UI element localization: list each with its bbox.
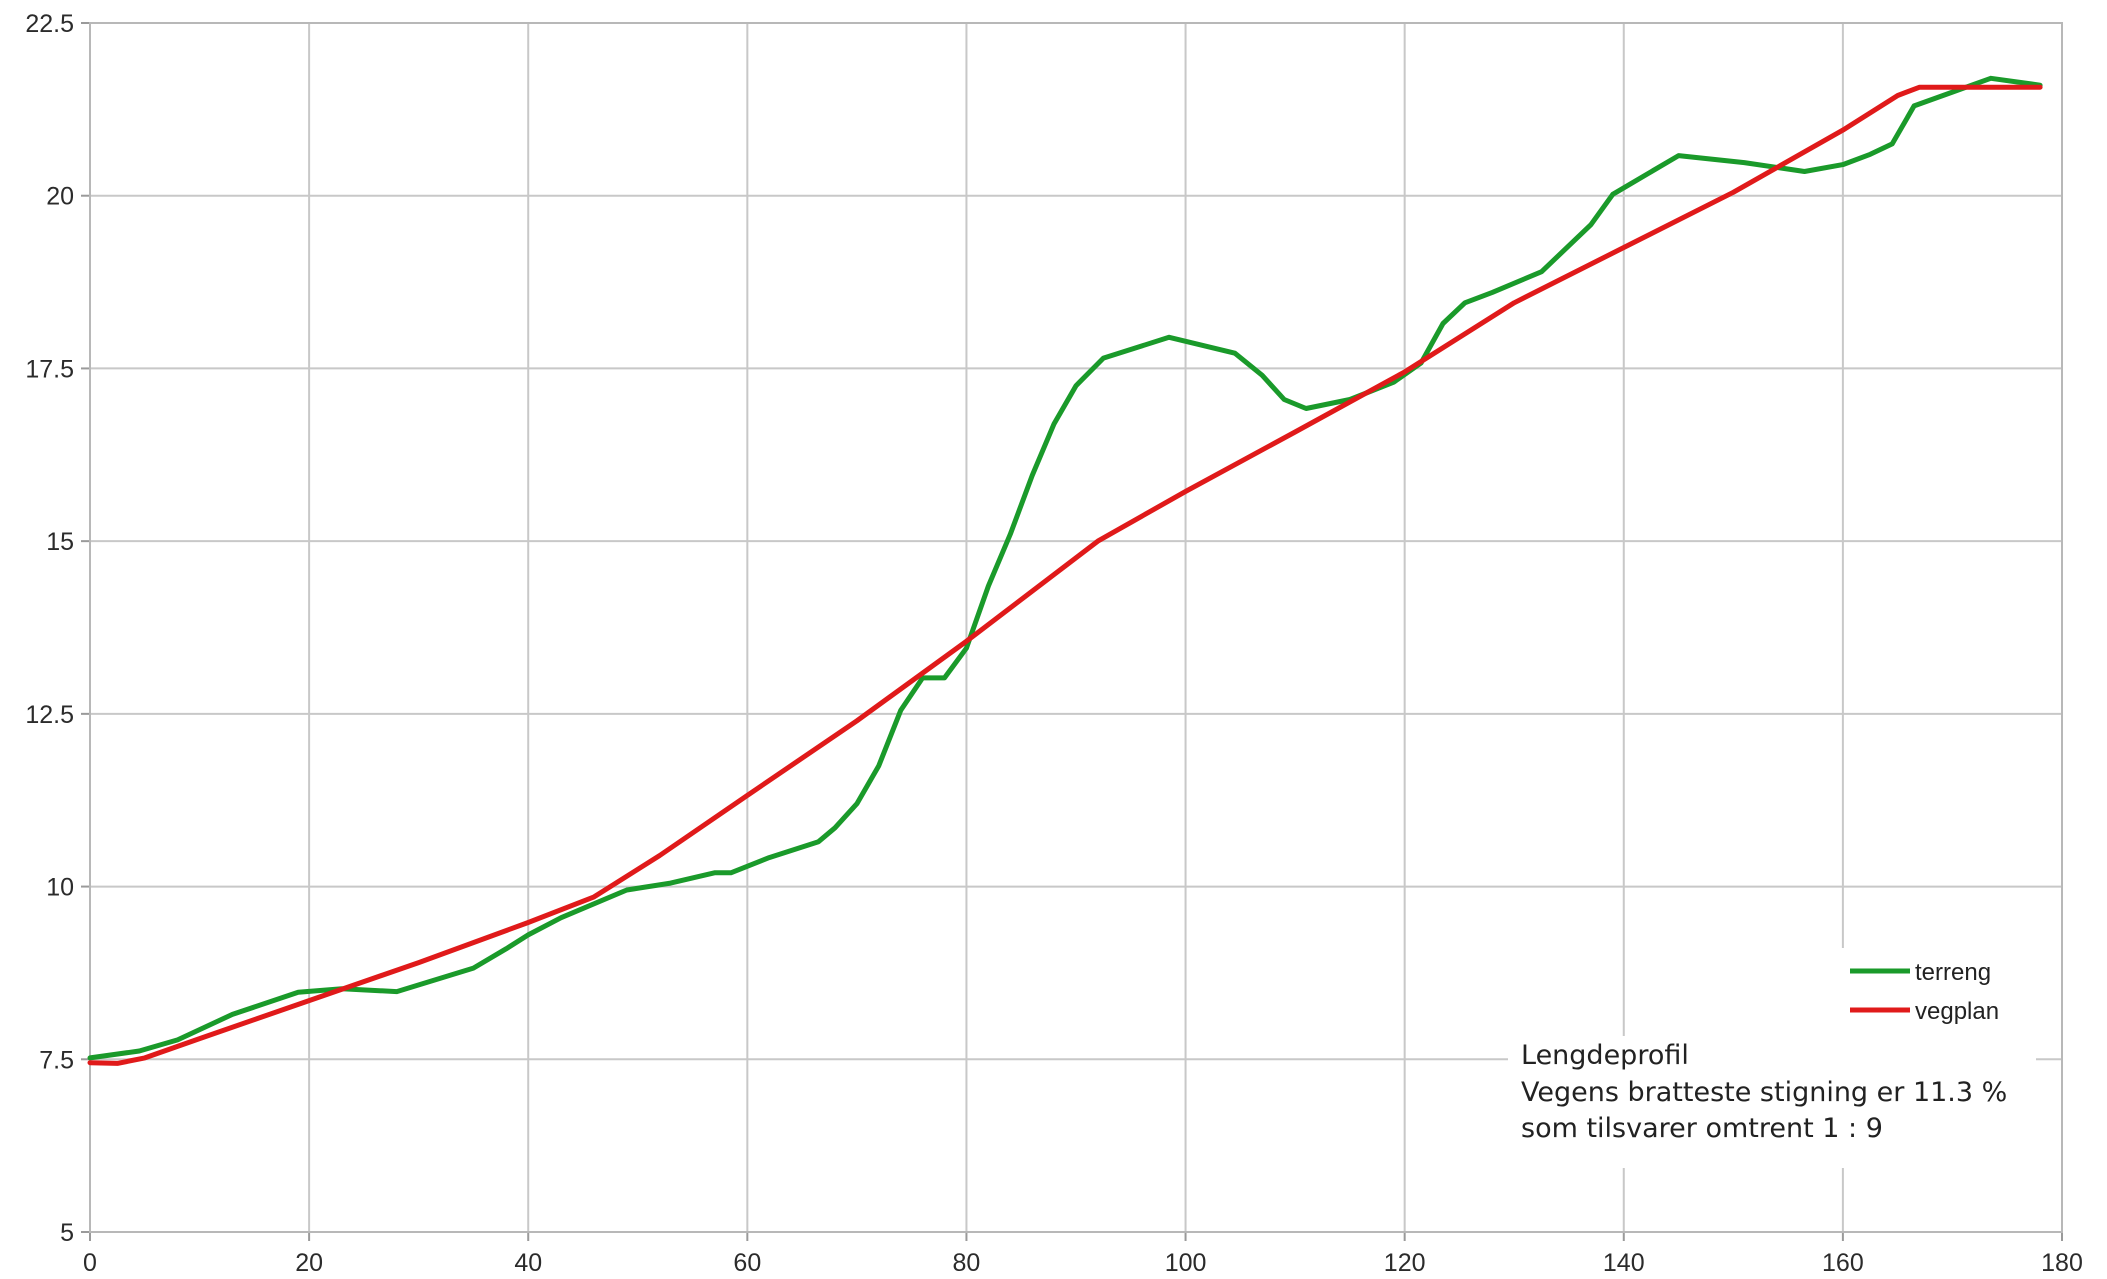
x-tick-label: 140 bbox=[1603, 1249, 1645, 1277]
annotation-line-1: Vegens bratteste stigning er 11.3 % bbox=[1521, 1077, 2007, 1108]
series-line-terreng bbox=[87, 75, 2043, 1061]
x-tick-label: 0 bbox=[83, 1249, 97, 1277]
series-line-vegplan bbox=[87, 84, 2043, 1066]
plot-frame bbox=[89, 22, 2063, 1233]
y-tick-label: 20 bbox=[46, 183, 74, 211]
annotation-background bbox=[1508, 1036, 2036, 1168]
legend-label-terreng: terreng bbox=[1915, 959, 1991, 986]
x-tick-label: 20 bbox=[295, 1249, 323, 1277]
annotation-line-2: som tilsvarer omtrent 1 : 9 bbox=[1521, 1113, 1883, 1144]
y-tick-label: 7.5 bbox=[39, 1046, 74, 1074]
legend: terreng vegplan bbox=[1825, 948, 2025, 1036]
x-tick-label: 80 bbox=[953, 1249, 981, 1277]
y-tick-label: 12.5 bbox=[25, 701, 74, 729]
y-tick-label: 22.5 bbox=[25, 10, 74, 38]
y-tick-label: 15 bbox=[46, 528, 74, 556]
y-tick-label: 5 bbox=[60, 1219, 74, 1247]
annotation-title: Lengdeprofil bbox=[1521, 1040, 1689, 1071]
series-lines bbox=[87, 75, 2043, 1066]
x-tick-label: 120 bbox=[1384, 1249, 1426, 1277]
legend-label-vegplan: vegplan bbox=[1915, 998, 1999, 1025]
y-tick-label: 17.5 bbox=[25, 355, 74, 383]
x-tick-label: 180 bbox=[2041, 1249, 2083, 1277]
annotation-box: Lengdeprofil Vegens bratteste stigning e… bbox=[1508, 1036, 2036, 1168]
legend-background bbox=[1825, 948, 2025, 1036]
x-tick-label: 100 bbox=[1165, 1249, 1207, 1277]
x-tick-label: 40 bbox=[514, 1249, 542, 1277]
tick-labels: 0 20 40 60 80 100 120 140 160 180 5 7.5 10 12.5 15 17.5… bbox=[25, 10, 2083, 1277]
x-tick-label: 160 bbox=[1822, 1249, 1864, 1277]
axes bbox=[81, 22, 2063, 1241]
y-tick-label: 10 bbox=[46, 874, 74, 902]
x-tick-label: 60 bbox=[733, 1249, 761, 1277]
